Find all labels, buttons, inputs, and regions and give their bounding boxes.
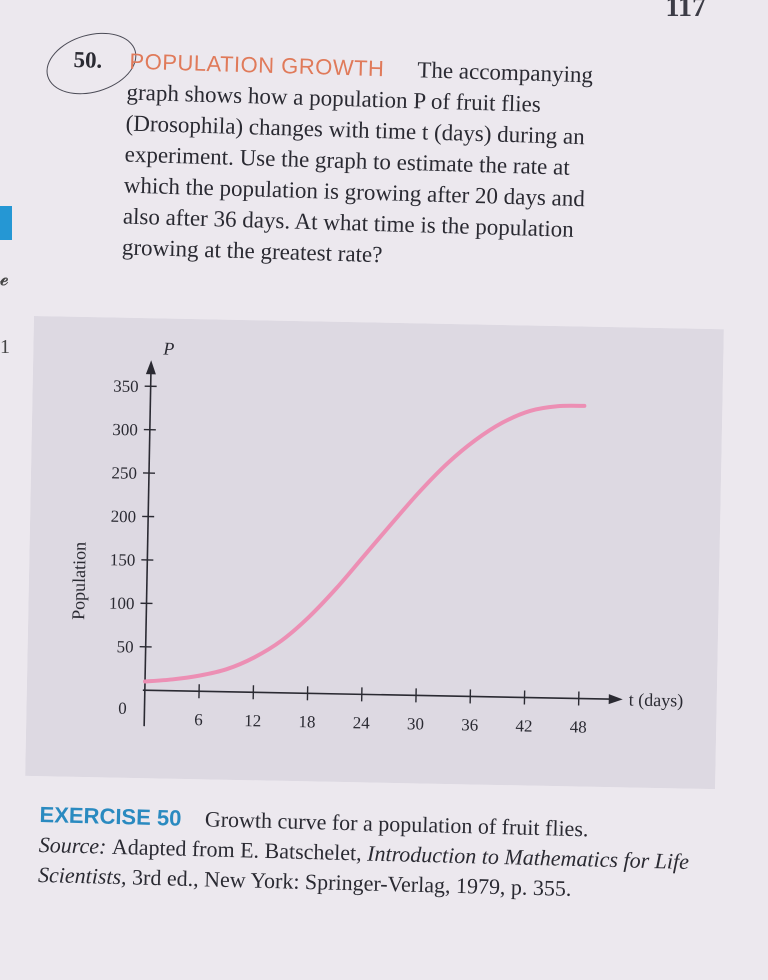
- margin-mark: 𝓮: [0, 268, 9, 290]
- source-label: Source:: [38, 831, 107, 859]
- x-tick-label: 0: [118, 699, 127, 718]
- figure-background: [25, 316, 724, 790]
- source-post: 3rd ed., New York: Springer-Verlag, 1979…: [131, 864, 572, 901]
- x-axis-label: t (days): [629, 689, 684, 711]
- x-tick-label: 30: [407, 714, 424, 733]
- x-tick-label: 42: [515, 716, 532, 735]
- growth-chart: 50 100 150 200 250 300 350 0 6 12 18 24 30 36 42 48 P P…: [25, 316, 724, 790]
- source-pre: Adapted from E. Batschelet,: [111, 833, 363, 866]
- y-tick-label: 300: [112, 420, 138, 439]
- section-tab: [0, 206, 12, 240]
- x-axis: [142, 689, 615, 701]
- y-tick-label: 100: [109, 594, 135, 613]
- x-tick-label: 6: [194, 710, 203, 729]
- population-curve: [143, 403, 587, 684]
- y-axis: [143, 364, 152, 727]
- x-tick-label: 18: [298, 712, 315, 731]
- x-tick-label: 12: [244, 711, 261, 730]
- problem-line: growing at the greatest rate?: [121, 234, 383, 268]
- x-tick-label: 36: [461, 715, 478, 734]
- problem-line: The accompanying: [417, 57, 594, 88]
- y-tick-label: 350: [113, 377, 139, 396]
- y-axis-symbol: P: [162, 338, 174, 358]
- page-number: 117: [665, 0, 706, 23]
- problem-number: 50.: [73, 46, 103, 73]
- x-tick-label: 48: [570, 717, 587, 736]
- y-tick-label: 200: [110, 507, 136, 526]
- y-tick-label: 150: [110, 550, 136, 569]
- y-tick-label: 250: [111, 463, 137, 482]
- y-tick-label: 50: [116, 637, 133, 656]
- x-tick-label: 24: [353, 713, 371, 732]
- x-axis-arrow: [608, 694, 623, 705]
- figure-panel: 50 100 150 200 250 300 350 0 6 12 18 24 30 36 42 48 P P…: [25, 316, 724, 790]
- y-axis-arrow: [145, 360, 156, 375]
- figure-caption: EXERCISE 50 Growth curve for a populatio…: [38, 800, 740, 908]
- caption-label: EXERCISE 50: [39, 801, 182, 831]
- y-axis-label: Population: [68, 542, 89, 620]
- problem-50: 50. POPULATION GROWTH The accompanying g…: [39, 22, 714, 267]
- margin-mark: 1: [0, 336, 10, 358]
